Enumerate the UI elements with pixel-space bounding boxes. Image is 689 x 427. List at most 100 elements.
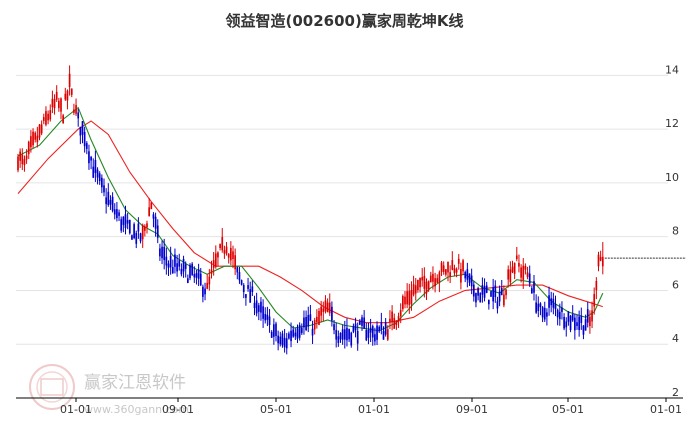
candle bbox=[554, 295, 557, 317]
candle-body bbox=[589, 316, 591, 326]
candle-body bbox=[320, 306, 322, 316]
candle-body bbox=[191, 263, 193, 275]
candle bbox=[167, 260, 170, 277]
candle bbox=[131, 234, 133, 240]
candle-body bbox=[223, 250, 226, 254]
candle-body bbox=[322, 308, 325, 313]
candle bbox=[262, 299, 264, 328]
candle bbox=[34, 131, 37, 143]
candle-body bbox=[432, 273, 434, 282]
candle bbox=[419, 277, 421, 293]
candle-body bbox=[94, 159, 97, 173]
candle-body bbox=[42, 117, 45, 121]
candle bbox=[438, 270, 441, 293]
candle-body bbox=[354, 323, 357, 331]
candle bbox=[238, 266, 241, 284]
candle-body bbox=[268, 316, 271, 325]
candle-body bbox=[442, 265, 445, 272]
candle-body bbox=[429, 275, 432, 283]
candle-body bbox=[167, 263, 170, 268]
candle bbox=[96, 167, 99, 185]
candle bbox=[58, 97, 60, 112]
candle-body bbox=[270, 331, 273, 338]
candle-body bbox=[193, 273, 196, 278]
candle-body bbox=[382, 331, 385, 340]
candle-body bbox=[449, 272, 451, 277]
candle-body bbox=[548, 295, 550, 308]
candle-body bbox=[337, 336, 340, 343]
candle-body bbox=[38, 124, 41, 138]
candle-body bbox=[122, 216, 125, 225]
candle-body bbox=[285, 338, 288, 349]
candle-body bbox=[180, 268, 183, 275]
candle bbox=[328, 293, 331, 317]
candle bbox=[399, 303, 402, 324]
candle-body bbox=[255, 300, 258, 314]
candle-body bbox=[599, 256, 602, 261]
candle-body bbox=[146, 223, 148, 228]
candle-body bbox=[163, 246, 166, 261]
candle-body bbox=[298, 324, 301, 338]
candle bbox=[528, 265, 531, 287]
candle bbox=[391, 305, 393, 331]
candle bbox=[412, 275, 415, 297]
candle bbox=[313, 317, 316, 335]
candle bbox=[25, 149, 28, 164]
candle-body bbox=[414, 285, 417, 294]
x-tick-label: 01-01 bbox=[358, 403, 390, 416]
candle bbox=[281, 330, 284, 348]
candle bbox=[524, 263, 527, 275]
candle bbox=[107, 183, 110, 207]
candle-body bbox=[208, 276, 211, 285]
x-tick-label: 09-01 bbox=[162, 403, 194, 416]
candle bbox=[589, 310, 591, 334]
candle-body bbox=[113, 209, 116, 215]
candle bbox=[490, 291, 492, 298]
candle bbox=[393, 313, 396, 329]
candle-body bbox=[249, 289, 252, 303]
candle-body bbox=[468, 273, 471, 283]
candle bbox=[477, 286, 479, 301]
candle-body bbox=[150, 202, 153, 210]
candle-body bbox=[294, 332, 297, 337]
candle-body bbox=[412, 284, 415, 295]
candle bbox=[64, 87, 67, 101]
candle bbox=[485, 281, 488, 294]
candle bbox=[550, 291, 553, 313]
candle-body bbox=[40, 124, 43, 134]
candle-body bbox=[513, 263, 516, 274]
watermark-url: www.360gann.com bbox=[84, 403, 189, 416]
candle bbox=[503, 285, 505, 308]
candle-body bbox=[62, 115, 64, 124]
candle-body bbox=[451, 260, 454, 270]
candle-body bbox=[165, 256, 168, 266]
candle bbox=[81, 120, 84, 144]
candle-body bbox=[53, 99, 56, 109]
candle bbox=[365, 322, 368, 342]
candle bbox=[40, 120, 43, 136]
candle-body bbox=[582, 325, 585, 335]
candle bbox=[288, 331, 290, 340]
candle bbox=[382, 326, 385, 340]
candle bbox=[541, 306, 544, 323]
candle-body bbox=[601, 256, 604, 267]
candle-body bbox=[176, 263, 178, 272]
candle-body bbox=[511, 266, 514, 273]
candle-body bbox=[490, 291, 492, 297]
candle-body bbox=[574, 317, 576, 331]
candle bbox=[296, 324, 299, 343]
candle bbox=[348, 328, 350, 343]
candle-body bbox=[281, 333, 284, 346]
candle-body bbox=[217, 252, 219, 258]
candle bbox=[90, 155, 92, 170]
candle-body bbox=[49, 110, 52, 120]
candle bbox=[42, 113, 45, 125]
candle-body bbox=[395, 320, 398, 326]
candle bbox=[178, 253, 181, 271]
candle bbox=[333, 319, 335, 335]
candle bbox=[563, 313, 565, 331]
candle-body bbox=[195, 273, 198, 278]
candle-body bbox=[359, 320, 361, 325]
candle bbox=[133, 222, 135, 240]
candle-body bbox=[386, 329, 389, 340]
